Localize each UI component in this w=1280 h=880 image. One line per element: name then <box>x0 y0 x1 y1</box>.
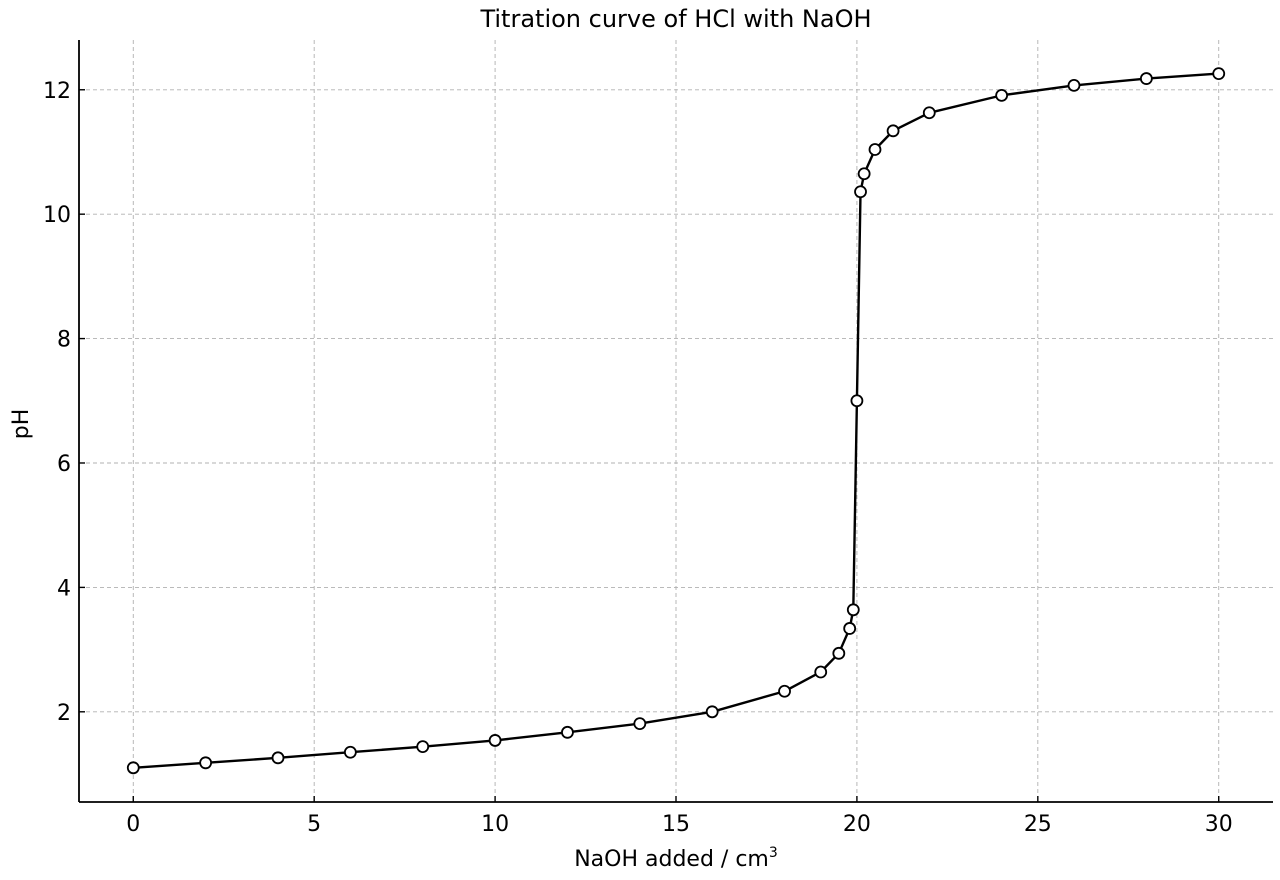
y-tick-label: 4 <box>57 576 71 601</box>
y-tick-label: 10 <box>43 203 71 228</box>
data-point <box>705 705 719 719</box>
y-tick-label: 8 <box>57 328 71 353</box>
y-tick-label: 6 <box>57 452 71 477</box>
data-point <box>843 622 857 635</box>
y-tick-label: 2 <box>57 701 71 726</box>
data-point <box>1067 79 1081 92</box>
x-axis-label: NaOH added / cm3 <box>574 845 778 872</box>
data-point <box>1212 67 1226 80</box>
data-point <box>814 665 828 679</box>
x-tick-label: 5 <box>307 812 321 837</box>
data-point <box>832 646 846 660</box>
data-point <box>126 761 140 775</box>
chart-title: Titration curve of HCl with NaOH <box>479 5 871 33</box>
data-point <box>922 106 936 120</box>
ticks: 0 5 10 15 20 25 30 2 4 6 8 10 12 <box>43 79 1233 837</box>
data-point <box>854 185 867 199</box>
data-point <box>857 167 871 181</box>
data-point <box>850 394 864 408</box>
series-line <box>133 72 1219 769</box>
x-tick-label: 15 <box>662 812 690 837</box>
data-point <box>633 717 647 731</box>
data-point <box>271 751 285 765</box>
data-point <box>416 740 430 754</box>
x-tick-label: 20 <box>843 812 871 837</box>
data-point <box>868 143 882 156</box>
y-axis-label: pH <box>9 409 34 440</box>
grid <box>79 40 1273 802</box>
x-axis-label-text: NaOH added / cm <box>574 847 769 872</box>
data-point <box>886 124 900 138</box>
x-tick-label: 30 <box>1205 812 1233 837</box>
data-point <box>846 603 860 617</box>
x-tick-label: 25 <box>1024 812 1052 837</box>
data-point <box>778 684 791 698</box>
series <box>126 67 1226 775</box>
data-point <box>561 725 574 739</box>
data-point <box>488 734 502 747</box>
x-tick-label: 0 <box>126 812 140 837</box>
x-tick-label: 10 <box>481 812 509 837</box>
data-point <box>343 745 357 759</box>
data-point <box>1139 72 1153 85</box>
x-axis-label-superscript: 3 <box>769 845 778 861</box>
data-point <box>199 756 213 770</box>
y-tick-label: 12 <box>43 79 71 104</box>
data-point <box>995 88 1009 102</box>
